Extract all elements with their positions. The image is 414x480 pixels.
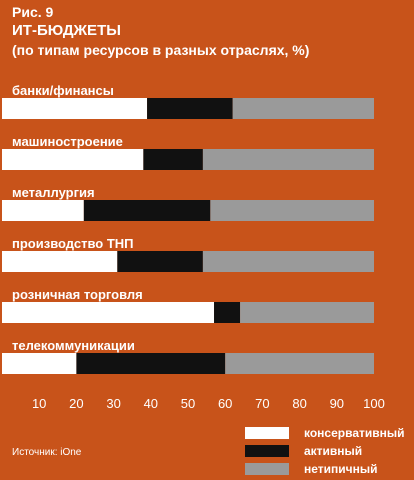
legend-label-active: активный [304, 444, 363, 458]
x-tick-label: 80 [292, 396, 306, 411]
bar-segment [2, 200, 84, 221]
legend-swatch-atypical [245, 463, 289, 475]
bar-segment [2, 302, 215, 323]
bar-segment [240, 302, 374, 323]
legend: консервативный активный нетипичный [245, 424, 405, 478]
bar-segment [76, 353, 226, 374]
bar-segment [83, 200, 211, 221]
category-label: металлургия [12, 185, 95, 200]
category-label: производство ТНП [12, 236, 134, 251]
x-tick-label: 10 [32, 396, 46, 411]
figure-label: Рис. 9 [12, 4, 54, 20]
bar-segment [202, 251, 374, 272]
legend-item-conservative: консервативный [245, 424, 405, 442]
x-tick-label: 60 [218, 396, 232, 411]
legend-swatch-conservative [245, 427, 289, 439]
x-tick-label: 20 [69, 396, 83, 411]
bar-segment [117, 251, 203, 272]
x-tick-label: 30 [106, 396, 120, 411]
chart-subtitle: (по типам ресурсов в разных отраслях, %) [12, 42, 310, 58]
category-label: машиностроение [12, 134, 123, 149]
source-note: Источник: iOne [12, 447, 82, 458]
legend-item-atypical: нетипичный [245, 460, 405, 478]
bar-segment [2, 251, 118, 272]
bar-segment [225, 353, 374, 374]
bar-segment [2, 149, 144, 170]
bar-segment [214, 302, 241, 323]
legend-label-atypical: нетипичный [304, 462, 378, 476]
legend-swatch-active [245, 445, 289, 457]
chart-header: Рис. 9 ИТ-БЮДЖЕТЫ (по типам ресурсов в р… [12, 4, 309, 60]
bar-segment [232, 98, 374, 119]
bar-segment [147, 98, 233, 119]
chart-title: ИТ-БЮДЖЕТЫ [12, 22, 121, 39]
legend-item-active: активный [245, 442, 405, 460]
x-tick-label: 90 [330, 396, 344, 411]
bar-segment [210, 200, 374, 221]
x-tick-label: 100 [363, 396, 385, 411]
legend-label-conservative: консервативный [304, 426, 405, 440]
bar-segment [143, 149, 203, 170]
x-tick-label: 40 [144, 396, 158, 411]
bar-segment [202, 149, 374, 170]
x-tick-label: 50 [181, 396, 195, 411]
x-tick-label: 70 [255, 396, 269, 411]
category-label: телекоммуникации [12, 338, 135, 353]
bar-segment [2, 353, 77, 374]
category-label: розничная торговля [12, 287, 143, 302]
category-label: банки/финансы [12, 83, 114, 98]
bar-segment [2, 98, 148, 119]
